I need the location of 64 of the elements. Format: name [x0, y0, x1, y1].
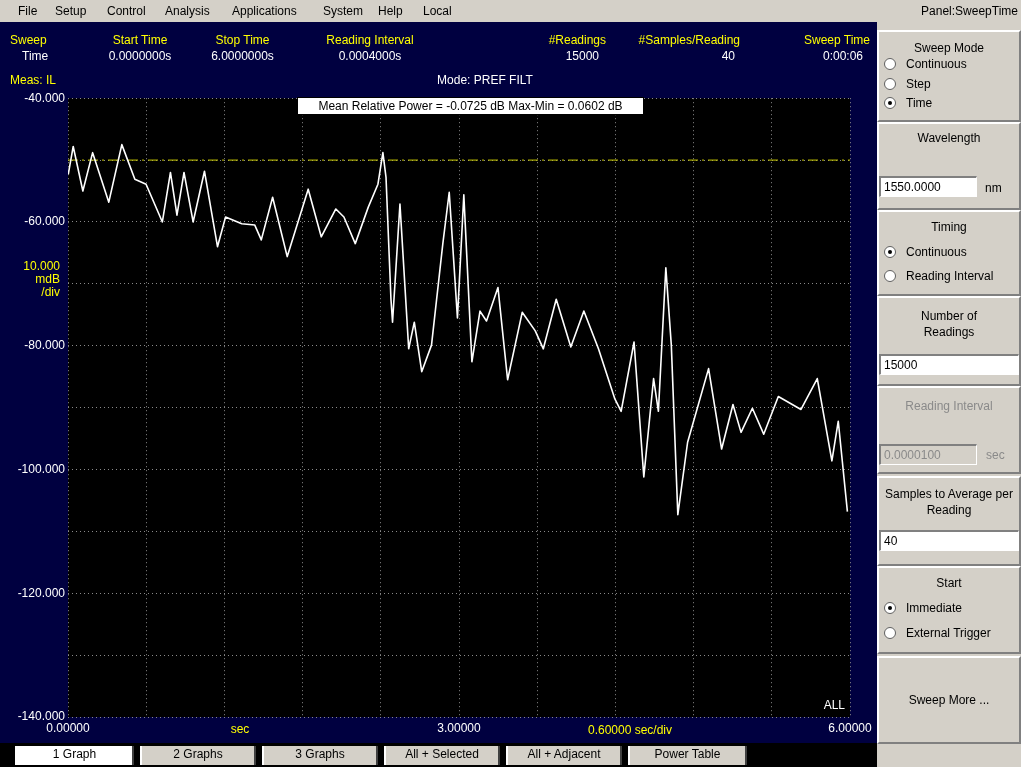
text: sec	[986, 447, 1006, 463]
text: Stop Time	[214, 32, 271, 48]
text: External Trigger	[906, 625, 991, 641]
text: Start Time	[111, 32, 169, 48]
text: Setup	[55, 3, 88, 19]
text: Timing	[930, 219, 968, 235]
text: Mode: PREF FILT	[436, 72, 534, 88]
text: Time	[22, 48, 50, 64]
text: Start	[935, 575, 963, 591]
text: Sweep More ...	[907, 692, 991, 708]
text: Sweep	[10, 32, 48, 48]
text: File	[18, 3, 39, 19]
text: #Readings	[547, 32, 606, 48]
text-field: 1550.0000	[879, 176, 977, 197]
text: 1 Graph	[15, 746, 134, 765]
text: Step	[906, 76, 931, 92]
text: Reading Interval	[906, 268, 994, 284]
text: 0.0004000s	[337, 48, 403, 64]
text-field: 40	[879, 530, 1019, 551]
text: 0.60000 sec/div	[586, 722, 674, 738]
text: Sweep Time	[802, 32, 870, 48]
text: Power Table	[628, 746, 747, 765]
y-tick-label: -100.000	[17, 461, 66, 476]
y-tick-label: -40.000	[24, 90, 66, 105]
y-tick-label: -60.000	[24, 214, 66, 229]
text: Analysis	[165, 3, 211, 19]
text: Control	[107, 3, 147, 19]
text: Samples to Average per Reading	[884, 486, 1014, 518]
note-box: Mean Relative Power = -0.0725 dB Max-Min = 0.0602 dB	[297, 97, 644, 115]
text: All + Adjacent	[506, 746, 622, 765]
y-tick-label: -120.000	[17, 585, 66, 600]
text: Applications	[232, 3, 298, 19]
text: Reading Interval	[325, 32, 415, 48]
text: 0.0000000s	[107, 48, 173, 64]
x-tick-label: 3.00000	[437, 720, 482, 735]
text-field: 0.0000100	[879, 444, 977, 465]
text: 40	[720, 48, 735, 64]
y-tick-label: -80.000	[24, 338, 66, 353]
text: Number of Readings	[920, 308, 978, 340]
text: Immediate	[906, 600, 963, 616]
text: Time	[906, 95, 933, 111]
text-field: 15000	[879, 354, 1019, 375]
y-axis-title: 10.000 mdB /div	[22, 259, 60, 299]
text: nm	[985, 180, 1003, 196]
text: 2 Graphs	[140, 746, 256, 765]
text: All + Selected	[384, 746, 500, 765]
text: #Samples/Reading	[637, 32, 740, 48]
annotation: ALL	[822, 697, 845, 713]
text: Help	[378, 3, 404, 19]
text: Continuous	[906, 56, 967, 72]
text: Panel:SweepTime	[920, 3, 1018, 19]
text: Reading Interval	[904, 398, 994, 414]
text: Local	[423, 3, 453, 19]
text: 15000	[564, 48, 599, 64]
text: Continuous	[906, 244, 967, 260]
text: Sweep Mode	[912, 40, 985, 56]
x-tick-label: 6.00000	[828, 720, 873, 735]
text: 3 Graphs	[262, 746, 378, 765]
text: 0:00:06	[821, 48, 863, 64]
x-axis-title: sec	[229, 722, 251, 736]
text: Meas: IL	[10, 72, 58, 88]
text: 6.0000000s	[210, 48, 275, 64]
text: Wavelength	[916, 130, 982, 146]
text: System	[323, 3, 364, 19]
